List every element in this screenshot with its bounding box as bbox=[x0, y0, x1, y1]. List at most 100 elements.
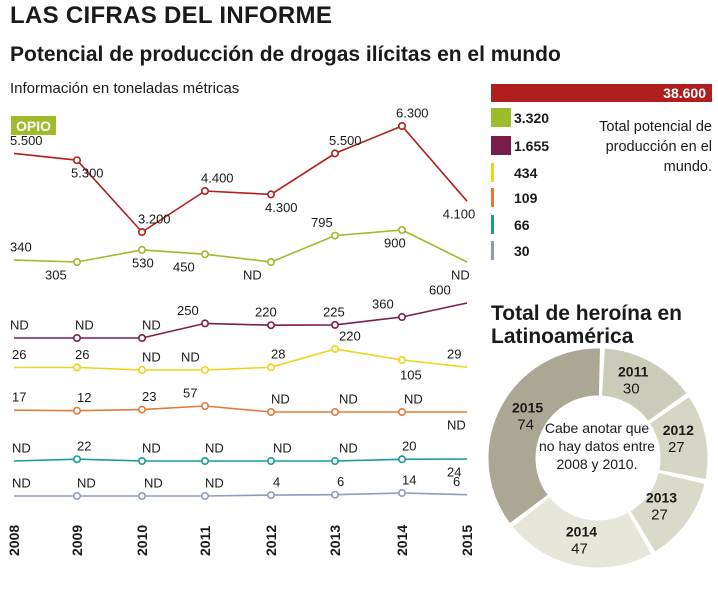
data-point-5-2011 bbox=[201, 401, 210, 410]
legend-label-2: 1.655 bbox=[514, 138, 549, 154]
data-point-3-2012 bbox=[266, 321, 275, 330]
year-tick-2008: 2008 bbox=[6, 525, 22, 556]
data-label-1-2013: 5.500 bbox=[329, 133, 362, 148]
series-line-6 bbox=[13, 458, 468, 462]
legend-label-3: 434 bbox=[514, 165, 538, 181]
donut-slice-2015 bbox=[487, 347, 601, 525]
heroin-title: Total de heroína en Latinoamérica bbox=[491, 302, 682, 348]
series-line-7 bbox=[14, 492, 468, 497]
year-tick-2014: 2014 bbox=[394, 525, 410, 556]
data-label-2-2009: 305 bbox=[45, 267, 67, 282]
data-point-4-2013 bbox=[330, 344, 339, 353]
data-point-7-2010 bbox=[138, 491, 147, 500]
donut-year-2012: 2012 bbox=[663, 422, 694, 438]
data-point-5-2013 bbox=[330, 407, 339, 416]
data-point-5-2010 bbox=[138, 405, 147, 414]
data-label-3-2010: ND bbox=[142, 317, 161, 332]
donut-slice-2012 bbox=[648, 395, 709, 481]
data-point-1-2012 bbox=[266, 190, 275, 199]
year-tick-2010: 2010 bbox=[134, 525, 150, 556]
donut-year-2011: 2011 bbox=[618, 364, 649, 380]
legend-note: Total potencial de producción en el mund… bbox=[599, 119, 712, 175]
data-point-6-2010 bbox=[138, 456, 147, 465]
data-label-2-2013: 795 bbox=[311, 215, 333, 230]
year-tick-2011: 2011 bbox=[197, 525, 213, 556]
data-point-7-2009 bbox=[73, 491, 82, 500]
data-point-6-2013 bbox=[330, 456, 339, 465]
data-point-4-2011 bbox=[201, 365, 210, 374]
data-point-2-2009 bbox=[73, 257, 82, 266]
data-label-5-2013: ND bbox=[339, 391, 358, 406]
donut-year-2014: 2014 bbox=[566, 523, 597, 539]
legend-swatch-5 bbox=[491, 215, 494, 234]
data-point-7-2011 bbox=[201, 491, 210, 500]
data-label-4-2010: ND bbox=[142, 349, 161, 364]
data-point-1-2013 bbox=[330, 149, 339, 158]
data-label-3-2015: 600 bbox=[429, 282, 451, 297]
data-point-1-2014 bbox=[397, 122, 406, 131]
donut-year-2013: 2013 bbox=[646, 490, 677, 506]
data-label-5-2008: 17 bbox=[12, 390, 26, 405]
data-label-4-2011: ND bbox=[181, 349, 200, 364]
data-label-7-2008: ND bbox=[12, 475, 31, 490]
data-label-2-2008: 340 bbox=[10, 240, 32, 255]
legend-label-5: 66 bbox=[514, 217, 530, 233]
data-point-3-2010 bbox=[138, 333, 147, 342]
data-label-4-2014: 105 bbox=[400, 367, 422, 382]
data-point-6-2012 bbox=[266, 456, 275, 465]
data-label-6-2008: ND bbox=[12, 440, 31, 455]
data-label-6-2009: 22 bbox=[77, 439, 91, 454]
legend-label-1: 3.320 bbox=[514, 110, 549, 126]
donut-value-2014: 47 bbox=[571, 540, 588, 557]
donut-center-note: Cabe anotar que no hay datos entre 2008 … bbox=[539, 420, 655, 472]
data-point-3-2009 bbox=[73, 333, 82, 342]
data-point-4-2014 bbox=[397, 355, 406, 364]
data-point-3-2013 bbox=[330, 320, 339, 329]
legend-total-bar bbox=[491, 84, 712, 102]
legend-label-6: 30 bbox=[514, 243, 530, 259]
series-line-1 bbox=[13, 125, 468, 234]
data-point-2-2010 bbox=[138, 245, 147, 254]
legend-total-value: 38.600 bbox=[663, 85, 706, 101]
data-point-7-2012 bbox=[266, 491, 275, 500]
data-label-6-2013: ND bbox=[339, 440, 358, 455]
chart-subtitle: Potencial de producción de drogas ilícit… bbox=[10, 43, 561, 66]
data-label-5-2009: 12 bbox=[77, 390, 91, 405]
opio-badge: OPIO bbox=[11, 116, 57, 135]
data-point-5-2009 bbox=[73, 406, 82, 415]
legend-swatch-1 bbox=[491, 108, 511, 127]
data-label-4-2013: 220 bbox=[339, 328, 361, 343]
data-label-4-2009: 26 bbox=[75, 347, 89, 362]
year-tick-2013: 2013 bbox=[327, 525, 343, 556]
data-label-7-2014: 14 bbox=[402, 472, 416, 487]
data-point-3-2014 bbox=[397, 312, 406, 321]
data-label-7-2011: ND bbox=[205, 475, 224, 490]
data-label-3-2009: ND bbox=[75, 317, 94, 332]
data-point-4-2010 bbox=[138, 365, 147, 374]
data-label-1-2010: 3.200 bbox=[138, 211, 171, 226]
data-point-2-2013 bbox=[330, 231, 339, 240]
data-label-7-2010: ND bbox=[144, 475, 163, 490]
donut-value-2015: 74 bbox=[517, 417, 534, 434]
data-point-2-2012 bbox=[266, 257, 275, 266]
data-label-5-2014: ND bbox=[404, 391, 423, 406]
year-tick-2015: 2015 bbox=[459, 525, 475, 556]
data-label-1-2015: 4.100 bbox=[443, 207, 476, 222]
data-label-3-2011: 250 bbox=[177, 303, 199, 318]
data-label-5-2015: ND bbox=[447, 417, 466, 432]
data-label-7-2012: 4 bbox=[273, 475, 280, 490]
donut-value-2013: 27 bbox=[651, 507, 668, 524]
donut-value-2012: 27 bbox=[668, 439, 685, 456]
data-point-5-2012 bbox=[266, 407, 275, 416]
data-label-2-2010: 530 bbox=[132, 255, 154, 270]
data-label-7-2009: ND bbox=[77, 475, 96, 490]
data-point-7-2013 bbox=[330, 490, 339, 499]
data-point-6-2011 bbox=[201, 456, 210, 465]
data-label-6-2014: 20 bbox=[402, 439, 416, 454]
data-point-4-2012 bbox=[266, 363, 275, 372]
data-label-6-2011: ND bbox=[205, 440, 224, 455]
legend-label-4: 109 bbox=[514, 190, 538, 206]
data-label-1-2011: 4.400 bbox=[201, 170, 234, 185]
data-label-7-2013: 6 bbox=[337, 474, 344, 489]
